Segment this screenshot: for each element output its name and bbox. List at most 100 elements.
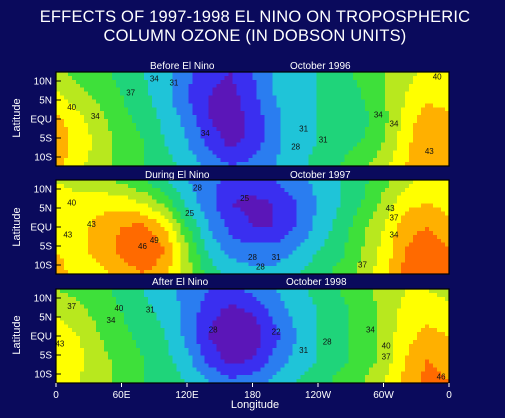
ozone-cell — [360, 75, 366, 81]
ozone-cell — [204, 246, 209, 252]
ozone-cell — [76, 158, 81, 163]
ozone-cell — [356, 203, 362, 209]
ozone-cell — [100, 262, 105, 267]
ozone-cell — [432, 183, 438, 189]
ozone-cell — [212, 223, 218, 228]
ozone-cell — [56, 150, 61, 155]
ozone-cell — [344, 72, 350, 77]
ozone-cell — [92, 95, 97, 101]
ozone-cell — [72, 111, 77, 116]
ozone-cell — [172, 91, 177, 97]
ozone-cell — [68, 187, 73, 193]
ozone-cell — [228, 230, 234, 236]
ozone-cell — [180, 227, 185, 232]
ozone-cell — [392, 242, 398, 248]
ozone-cell — [188, 138, 193, 144]
ozone-cell — [100, 234, 105, 240]
ozone-cell — [176, 103, 181, 108]
ozone-cell — [236, 238, 242, 244]
ozone-cell — [416, 107, 422, 112]
ozone-cell — [356, 95, 362, 101]
ozone-cell — [192, 195, 197, 201]
ozone-cell — [408, 180, 414, 185]
ozone-cell — [404, 87, 410, 93]
ozone-cell — [276, 234, 282, 240]
ozone-cell — [288, 87, 294, 93]
ozone-cell — [176, 191, 181, 197]
ozone-cell — [220, 227, 226, 232]
ozone-cell — [176, 187, 181, 193]
ozone-cell — [220, 246, 226, 252]
ozone-cell — [96, 296, 101, 302]
ozone-cell — [304, 99, 310, 104]
ozone-cell — [412, 223, 418, 228]
ozone-cell — [264, 87, 270, 93]
ozone-cell — [316, 158, 322, 163]
ozone-cell — [148, 154, 153, 159]
ozone-cell — [404, 150, 410, 155]
ozone-cell — [324, 83, 330, 89]
ozone-cell — [96, 238, 101, 244]
ozone-cell — [284, 234, 290, 240]
ozone-cell — [64, 289, 69, 294]
y-tick-label: 5S — [40, 134, 53, 145]
ozone-cell — [312, 289, 318, 294]
ozone-cell — [196, 289, 201, 294]
ozone-cell — [264, 107, 270, 112]
ozone-cell — [100, 99, 105, 104]
ozone-cell — [136, 79, 141, 85]
ozone-cell — [164, 87, 169, 93]
ozone-cell — [268, 95, 274, 101]
ozone-cell — [148, 95, 153, 101]
ozone-cell — [388, 134, 394, 140]
ozone-cell — [256, 246, 262, 252]
ozone-cell — [116, 223, 121, 228]
ozone-cell — [300, 72, 306, 77]
ozone-cell — [308, 126, 314, 132]
ozone-cell — [216, 246, 222, 252]
ozone-cell — [236, 146, 242, 151]
ozone-cell — [204, 211, 209, 216]
ozone-cell — [344, 95, 350, 101]
ozone-cell — [184, 219, 189, 224]
ozone-cell — [332, 215, 338, 220]
ozone-cell — [388, 154, 394, 159]
ozone-cell — [416, 266, 422, 271]
ozone-cell — [56, 75, 61, 81]
ozone-cell — [164, 126, 169, 132]
ozone-cell — [176, 83, 181, 89]
ozone-cell — [352, 203, 358, 209]
ozone-cell — [364, 134, 370, 140]
ozone-cell — [116, 154, 121, 159]
ozone-cell — [256, 79, 262, 85]
ozone-cell — [268, 158, 274, 163]
ozone-cell — [120, 158, 125, 163]
ozone-cell — [168, 111, 173, 116]
ozone-cell — [132, 227, 137, 232]
ozone-cell — [136, 262, 141, 267]
ozone-cell — [244, 223, 250, 228]
ozone-cell — [312, 119, 318, 124]
ozone-cell — [336, 254, 342, 259]
ozone-cell — [100, 115, 105, 120]
ozone-cell — [308, 187, 314, 193]
ozone-cell — [384, 183, 390, 189]
ozone-cell — [108, 289, 113, 294]
ozone-cell — [120, 126, 125, 132]
ozone-cell — [300, 122, 306, 128]
ozone-cell — [308, 87, 314, 93]
ozone-cell — [432, 122, 438, 128]
ozone-cell — [364, 187, 370, 193]
ozone-cell — [440, 195, 446, 201]
ozone-cell — [148, 122, 153, 128]
ozone-cell — [408, 234, 414, 240]
ozone-cell — [404, 180, 410, 185]
ozone-cell — [368, 146, 374, 151]
ozone-cell — [192, 158, 197, 163]
ozone-cell — [228, 72, 234, 77]
ozone-cell — [372, 219, 378, 224]
ozone-cell — [236, 262, 242, 267]
ozone-cell — [144, 150, 149, 155]
ozone-cell — [192, 72, 197, 77]
ozone-cell — [204, 158, 209, 163]
